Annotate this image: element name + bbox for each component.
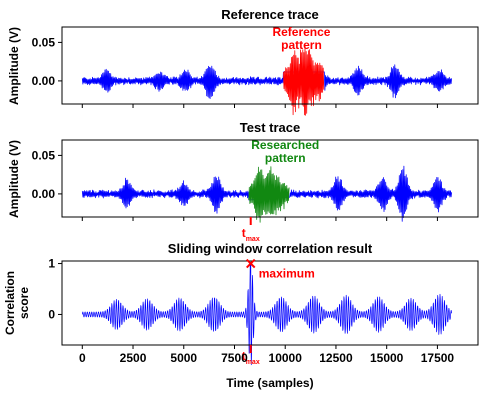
- test-trace-title: Test trace: [240, 120, 300, 135]
- reference-trace-frame: [61, 26, 479, 105]
- xtick-label-4: 10000: [269, 351, 303, 365]
- reference-ytick-label-0: 0.00: [32, 74, 56, 88]
- xtick-label-3: 7500: [221, 351, 248, 365]
- correlation-series: [81, 263, 452, 366]
- test-trace-panel: Test trace 0.00 0.05 Amplitude (V) Resea…: [7, 120, 479, 243]
- reference-trace-panel: Reference trace 0.00 0.05 Amplitude (V) …: [7, 7, 479, 116]
- correlation-panel: Sliding window correlation result 0 1 Co…: [3, 241, 479, 390]
- xtick-label-6: 15000: [370, 351, 404, 365]
- tmax-label-test: tmax: [242, 226, 260, 243]
- tmax-label-correlation: tmax: [242, 349, 260, 366]
- reference-pattern-highlight: [283, 44, 325, 116]
- xtick-label-2: 5000: [170, 351, 197, 365]
- correlation-frame: [61, 260, 479, 346]
- reference-ytick-label-1: 0.05: [32, 35, 56, 49]
- researched-pattern-highlight: [248, 166, 290, 223]
- maximum-marker-stroke-1: [246, 258, 256, 269]
- test-trace-frame: [61, 139, 479, 218]
- xtick-label-1: 2500: [120, 351, 147, 365]
- reference-trace-series: [81, 44, 452, 116]
- reference-trace-line: [81, 64, 452, 99]
- test-ytick-label-0: 0.00: [32, 187, 56, 201]
- xtick-label-0: 0: [79, 351, 86, 365]
- xtick-label-5: 12500: [319, 351, 353, 365]
- maximum-marker: [246, 258, 256, 269]
- researched-pattern-label-line2: pattern: [265, 151, 306, 165]
- reference-ylabel: Amplitude (V): [7, 27, 21, 105]
- test-ylabel: Amplitude (V): [7, 140, 21, 218]
- test-trace-line: [81, 165, 452, 222]
- correlation-ylabel-line2: score: [17, 287, 31, 319]
- reference-pattern-label-line2: pattern: [281, 38, 322, 52]
- x-axis-label: Time (samples): [226, 376, 313, 390]
- test-trace-series: [81, 165, 452, 223]
- correlation-ytick-label-1: 1: [48, 257, 55, 271]
- correlation-ytick-label-0: 0: [48, 307, 55, 321]
- researched-pattern-label-line1: Researched: [251, 138, 319, 152]
- x-axis-ticks: 0 2500 5000 7500 10000 12500 15000 17500: [79, 345, 454, 365]
- correlation-ylabel-line1: Correlation: [3, 271, 17, 335]
- correlation-title: Sliding window correlation result: [168, 241, 373, 256]
- maximum-label: maximum: [259, 267, 315, 281]
- reference-pattern-label-line1: Reference: [272, 25, 330, 39]
- reference-trace-title: Reference trace: [221, 7, 319, 22]
- correlation-line: [81, 263, 452, 366]
- test-ytick-label-1: 0.05: [32, 148, 56, 162]
- xtick-label-7: 17500: [421, 351, 455, 365]
